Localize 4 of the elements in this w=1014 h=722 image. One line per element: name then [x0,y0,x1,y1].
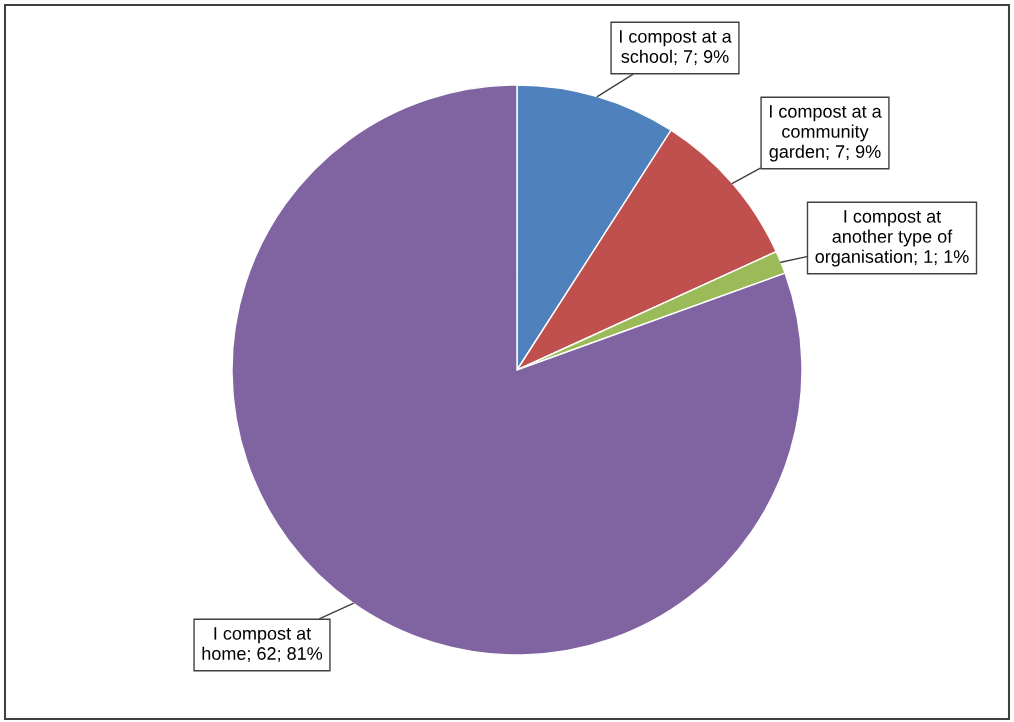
slice-label: I compost at another type of organisation; 1; 1% [815,210,969,267]
slice-label: I compost at a community garden; 7; 9% [769,105,882,162]
slice-label: I compost at home; 62; 81% [202,627,323,663]
slice-label: I compost at a school; 7; 9% [619,30,732,66]
